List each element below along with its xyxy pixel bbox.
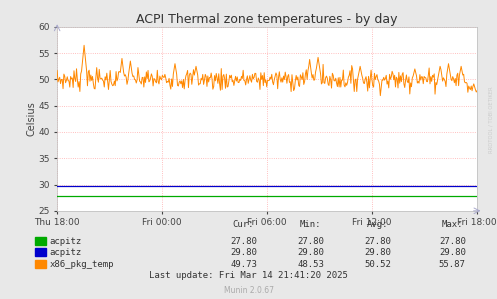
Text: 29.80: 29.80 — [439, 248, 466, 257]
Text: acpitz: acpitz — [50, 248, 82, 257]
Title: ACPI Thermal zone temperatures - by day: ACPI Thermal zone temperatures - by day — [136, 13, 398, 26]
Text: Last update: Fri Mar 14 21:41:20 2025: Last update: Fri Mar 14 21:41:20 2025 — [149, 271, 348, 280]
Text: Cur:: Cur: — [233, 220, 254, 229]
Text: 49.73: 49.73 — [230, 260, 257, 269]
Text: 50.52: 50.52 — [364, 260, 391, 269]
Text: 29.80: 29.80 — [297, 248, 324, 257]
Y-axis label: Celsius: Celsius — [27, 101, 37, 136]
Text: x86_pkg_temp: x86_pkg_temp — [50, 260, 114, 269]
Text: RRDTOOL / TOBI OETIKER: RRDTOOL / TOBI OETIKER — [489, 86, 494, 153]
Text: Munin 2.0.67: Munin 2.0.67 — [224, 286, 273, 295]
Text: 55.87: 55.87 — [439, 260, 466, 269]
Text: 27.80: 27.80 — [230, 237, 257, 246]
Text: Max:: Max: — [441, 220, 463, 229]
Text: 48.53: 48.53 — [297, 260, 324, 269]
Text: 27.80: 27.80 — [439, 237, 466, 246]
Text: 29.80: 29.80 — [230, 248, 257, 257]
Text: Avg:: Avg: — [367, 220, 389, 229]
Text: 29.80: 29.80 — [364, 248, 391, 257]
Text: 27.80: 27.80 — [297, 237, 324, 246]
Text: acpitz: acpitz — [50, 237, 82, 246]
Text: 27.80: 27.80 — [364, 237, 391, 246]
Text: Min:: Min: — [300, 220, 322, 229]
